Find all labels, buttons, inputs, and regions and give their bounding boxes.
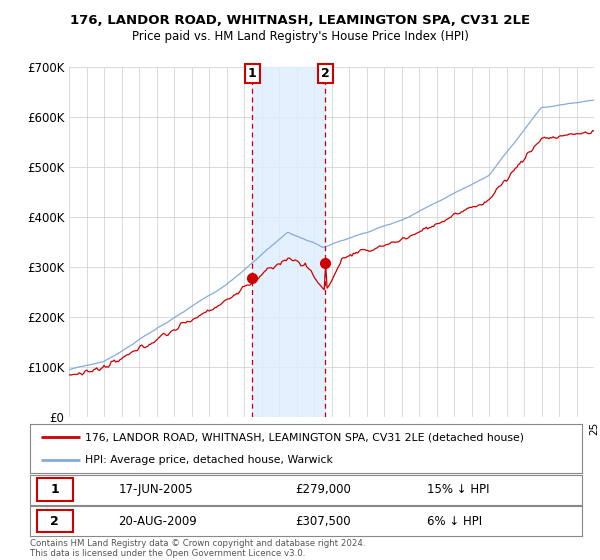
Text: 17-JUN-2005: 17-JUN-2005 <box>118 483 193 496</box>
Text: 2: 2 <box>320 67 329 80</box>
FancyBboxPatch shape <box>37 510 73 533</box>
Text: 2: 2 <box>50 515 59 528</box>
Text: 20-AUG-2009: 20-AUG-2009 <box>118 515 197 528</box>
Text: 15% ↓ HPI: 15% ↓ HPI <box>427 483 490 496</box>
Text: 1: 1 <box>248 67 256 80</box>
Text: 176, LANDOR ROAD, WHITNASH, LEAMINGTON SPA, CV31 2LE (detached house): 176, LANDOR ROAD, WHITNASH, LEAMINGTON S… <box>85 432 524 442</box>
Text: 1: 1 <box>50 483 59 496</box>
Text: Price paid vs. HM Land Registry's House Price Index (HPI): Price paid vs. HM Land Registry's House … <box>131 30 469 43</box>
Bar <box>252 67 325 417</box>
Text: HPI: Average price, detached house, Warwick: HPI: Average price, detached house, Warw… <box>85 455 333 465</box>
Text: Contains HM Land Registry data © Crown copyright and database right 2024.
This d: Contains HM Land Registry data © Crown c… <box>30 539 365 558</box>
FancyBboxPatch shape <box>37 478 73 501</box>
Text: 6% ↓ HPI: 6% ↓ HPI <box>427 515 482 528</box>
Text: £307,500: £307,500 <box>295 515 350 528</box>
Text: £279,000: £279,000 <box>295 483 351 496</box>
Text: 176, LANDOR ROAD, WHITNASH, LEAMINGTON SPA, CV31 2LE: 176, LANDOR ROAD, WHITNASH, LEAMINGTON S… <box>70 14 530 27</box>
